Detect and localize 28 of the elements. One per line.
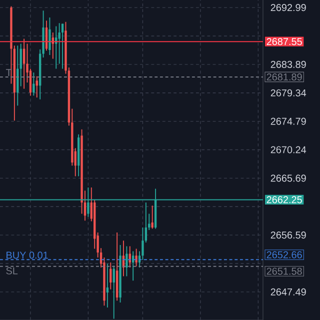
candlestick — [151, 205, 154, 230]
ref-line-label: 2652.66 — [266, 251, 302, 258]
ref-line-label: 2662.25 — [266, 196, 302, 204]
candlestick — [22, 38, 26, 90]
ref-line-label: 2687.55 — [266, 38, 302, 46]
y-tick-label: 2692.99 — [270, 4, 306, 12]
y-tick-label: 2670.24 — [270, 146, 306, 154]
annotation: SL — [6, 267, 18, 274]
y-tick-label: 2647.49 — [270, 288, 306, 296]
ref-line-label: 2681.89 — [266, 73, 302, 80]
candlestick — [48, 17, 51, 56]
candlestick — [32, 72, 35, 96]
candlestick — [20, 43, 22, 87]
candlestick — [132, 250, 134, 282]
candlestick — [106, 263, 109, 308]
y-tick-label: 2683.89 — [270, 60, 306, 68]
y-tick-label: 2656.59 — [270, 232, 306, 239]
candlestick — [135, 248, 138, 267]
y-tick-label: 2679.34 — [270, 89, 306, 96]
y-tick-label: 2674.79 — [270, 118, 306, 125]
ref-line-label: 2651.58 — [266, 268, 302, 275]
candlestick — [126, 246, 128, 277]
candlestick — [112, 265, 115, 320]
candlestick — [110, 262, 112, 290]
y-tick-label: 2665.69 — [270, 174, 306, 182]
candlestick — [29, 68, 32, 96]
candlestick — [36, 76, 38, 98]
annotation: BUY 0.01 — [6, 252, 48, 259]
